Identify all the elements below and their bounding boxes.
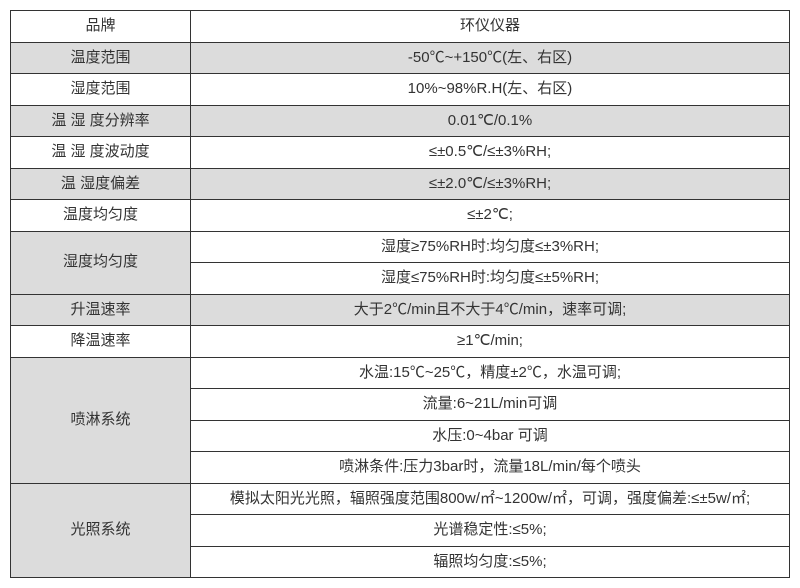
table-row: 温 湿度偏差≤±2.0℃/≤±3%RH;	[11, 168, 790, 200]
spec-label: 降温速率	[11, 326, 191, 358]
spec-value: 喷淋条件:压力3bar时，流量18L/min/每个喷头	[191, 452, 790, 484]
table-row: 温度均匀度≤±2℃;	[11, 200, 790, 232]
spec-value: 大于2℃/min且不大于4℃/min，速率可调;	[191, 294, 790, 326]
table-row: 湿度均匀度湿度≥75%RH时:均匀度≤±3%RH;	[11, 231, 790, 263]
spec-label: 温度均匀度	[11, 200, 191, 232]
spec-table: 品牌环仪仪器温度范围-50℃~+150℃(左、右区)湿度范围10%~98%R.H…	[10, 10, 790, 578]
table-row: 升温速率大于2℃/min且不大于4℃/min，速率可调;	[11, 294, 790, 326]
spec-label: 湿度范围	[11, 74, 191, 106]
table-row: 温 湿 度波动度≤±0.5℃/≤±3%RH;	[11, 137, 790, 169]
spec-value: 湿度≥75%RH时:均匀度≤±3%RH;	[191, 231, 790, 263]
spec-label: 温 湿 度分辨率	[11, 105, 191, 137]
spec-label: 品牌	[11, 11, 191, 43]
spec-table-body: 品牌环仪仪器温度范围-50℃~+150℃(左、右区)湿度范围10%~98%R.H…	[11, 11, 790, 578]
spec-label: 温度范围	[11, 42, 191, 74]
spec-value: -50℃~+150℃(左、右区)	[191, 42, 790, 74]
table-row: 光照系统模拟太阳光光照，辐照强度范围800w/㎡~1200w/㎡，可调，强度偏差…	[11, 483, 790, 515]
spec-label: 喷淋系统	[11, 357, 191, 483]
spec-value: ≤±0.5℃/≤±3%RH;	[191, 137, 790, 169]
table-row: 品牌环仪仪器	[11, 11, 790, 43]
spec-value: ≤±2.0℃/≤±3%RH;	[191, 168, 790, 200]
spec-value: 模拟太阳光光照，辐照强度范围800w/㎡~1200w/㎡，可调，强度偏差:≤±5…	[191, 483, 790, 515]
spec-value: 水压:0~4bar 可调	[191, 420, 790, 452]
spec-value: 水温:15℃~25℃，精度±2℃，水温可调;	[191, 357, 790, 389]
spec-value: 环仪仪器	[191, 11, 790, 43]
spec-value: 辐照均匀度:≤5%;	[191, 546, 790, 578]
spec-value: ≥1℃/min;	[191, 326, 790, 358]
spec-value: 10%~98%R.H(左、右区)	[191, 74, 790, 106]
spec-label: 温 湿度偏差	[11, 168, 191, 200]
spec-value: 光谱稳定性:≤5%;	[191, 515, 790, 547]
spec-value: ≤±2℃;	[191, 200, 790, 232]
spec-label: 光照系统	[11, 483, 191, 578]
spec-label: 温 湿 度波动度	[11, 137, 191, 169]
table-row: 降温速率≥1℃/min;	[11, 326, 790, 358]
table-row: 温 湿 度分辨率0.01℃/0.1%	[11, 105, 790, 137]
table-row: 湿度范围10%~98%R.H(左、右区)	[11, 74, 790, 106]
spec-value: 0.01℃/0.1%	[191, 105, 790, 137]
spec-label: 湿度均匀度	[11, 231, 191, 294]
table-row: 温度范围-50℃~+150℃(左、右区)	[11, 42, 790, 74]
spec-label: 升温速率	[11, 294, 191, 326]
table-row: 喷淋系统水温:15℃~25℃，精度±2℃，水温可调;	[11, 357, 790, 389]
spec-value: 流量:6~21L/min可调	[191, 389, 790, 421]
spec-value: 湿度≤75%RH时:均匀度≤±5%RH;	[191, 263, 790, 295]
